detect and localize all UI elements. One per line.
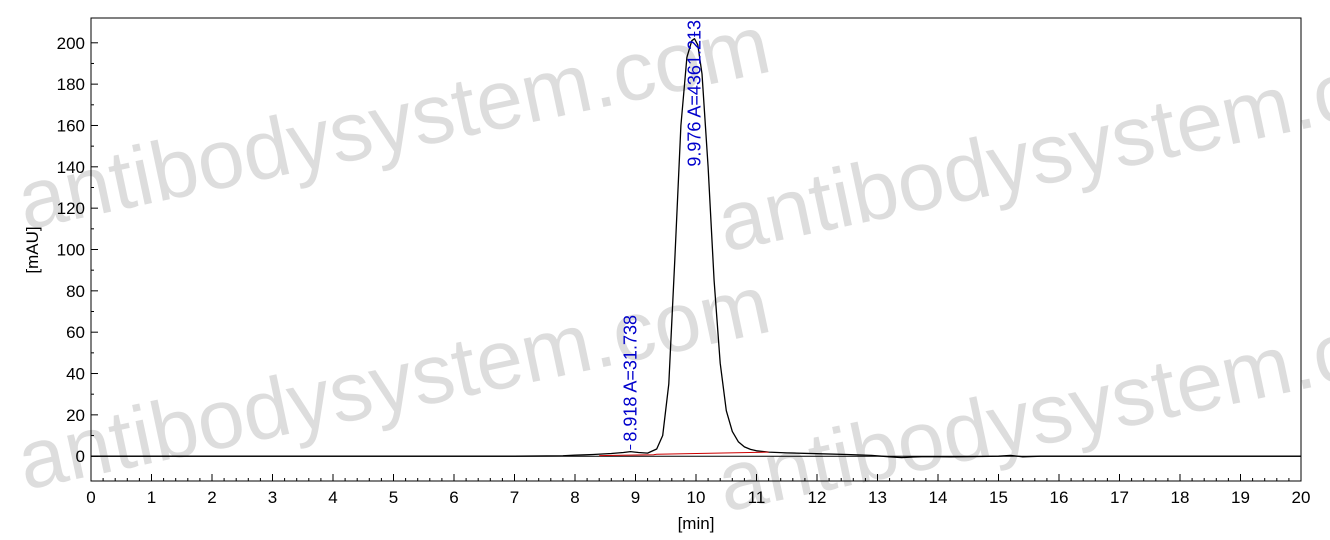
y-axis-title: [mAU] <box>23 226 42 273</box>
x-tick-label: 7 <box>510 488 519 507</box>
y-tick-label: 100 <box>57 241 85 260</box>
x-axis-title: [min] <box>678 514 715 533</box>
x-tick-label: 1 <box>147 488 156 507</box>
chart-marks: 8.918 A=31.738 9.976 A=4361.213 <box>91 20 1301 459</box>
x-tick-label: 3 <box>268 488 277 507</box>
y-tick-label: 40 <box>66 365 85 384</box>
y-tick-label: 60 <box>66 323 85 342</box>
x-tick-label: 15 <box>989 488 1008 507</box>
y-tick-label: 20 <box>66 406 85 425</box>
x-tick-label: 20 <box>1292 488 1311 507</box>
peak-label: 8.918 A=31.738 <box>621 315 641 442</box>
x-tick-label: 5 <box>389 488 398 507</box>
x-tick-label: 2 <box>207 488 216 507</box>
y-tick-label: 160 <box>57 116 85 135</box>
watermark-text: antibodysystem.com <box>709 18 1330 269</box>
integration-baseline <box>599 451 769 457</box>
x-tick-label: 8 <box>570 488 579 507</box>
watermark-text: antibodysystem.com <box>9 256 777 507</box>
axis-ticks: 0 1 2 3 4 5 6 7 8 9 10 11 12 13 14 15 16 17 18 19 2002040608… <box>57 34 1311 507</box>
x-tick-label: 18 <box>1171 488 1190 507</box>
x-tick-label: 13 <box>868 488 887 507</box>
x-tick-label: 14 <box>929 488 948 507</box>
x-tick-label: 9 <box>631 488 640 507</box>
x-tick-label: 11 <box>748 488 766 507</box>
x-tick-label: 16 <box>1050 488 1069 507</box>
watermark-text: antibodysystem.com <box>9 0 777 248</box>
x-tick-label: 0 <box>86 488 95 507</box>
x-tick-label: 4 <box>328 488 337 507</box>
x-tick-label: 19 <box>1231 488 1250 507</box>
watermark-layer: antibodysystem.com antibodysystem.com an… <box>9 0 1330 530</box>
y-tick-label: 200 <box>57 34 85 53</box>
y-tick-label: 0 <box>76 447 85 466</box>
signal-trace <box>91 38 1301 459</box>
peak-label: 9.976 A=4361.213 <box>685 20 705 167</box>
x-tick-label: 12 <box>808 488 827 507</box>
y-tick-label: 180 <box>57 75 85 94</box>
y-tick-label: 80 <box>66 282 85 301</box>
x-tick-label: 17 <box>1110 488 1129 507</box>
y-tick-label: 140 <box>57 158 85 177</box>
x-tick-label: 6 <box>449 488 458 507</box>
y-tick-label: 120 <box>57 199 85 218</box>
x-tick-label: 10 <box>687 488 706 507</box>
